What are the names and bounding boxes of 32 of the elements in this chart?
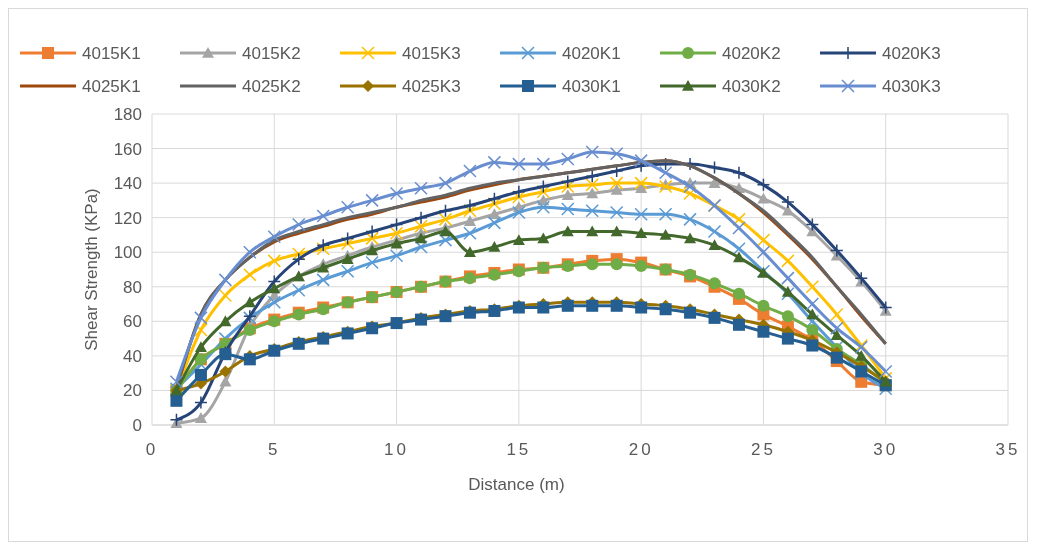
y-tick-label: 0: [132, 415, 142, 435]
y-tick-label: 160: [113, 139, 142, 159]
x-tick-label: 15: [506, 440, 532, 459]
y-tick-label: 20: [123, 381, 142, 401]
y-axis-title: Shear Strength (KPa): [82, 188, 101, 351]
y-tick-label: 180: [113, 104, 142, 124]
x-tick-label: 5: [268, 440, 281, 459]
legend-label: 4030K2: [722, 76, 781, 96]
legend-label: 4015K3: [402, 43, 461, 63]
y-tick-label: 100: [113, 243, 142, 263]
legend-label: 4030K3: [882, 76, 941, 96]
x-tick-label: 30: [873, 440, 899, 459]
y-tick-label: 80: [123, 277, 142, 297]
legend-label: 4015K2: [242, 43, 301, 63]
x-axis-title: Distance (m): [468, 475, 565, 494]
x-tick-label: 0: [145, 440, 159, 459]
legend-label: 4020K3: [882, 43, 941, 63]
x-tick-label: 20: [628, 440, 654, 459]
y-tick-label: 140: [113, 174, 142, 194]
legend-label: 4020K1: [562, 43, 621, 63]
legend-label: 4025K2: [242, 76, 301, 96]
y-tick-label: 120: [113, 208, 142, 228]
legend-label: 4030K1: [562, 76, 621, 96]
x-tick-label: 25: [750, 440, 776, 459]
y-tick-label: 40: [123, 346, 142, 366]
x-tick-label: 35: [995, 440, 1021, 459]
y-tick-label: 60: [123, 312, 142, 332]
legend-label: 4020K2: [722, 43, 781, 63]
legend-label: 4015K1: [82, 43, 141, 63]
x-tick-label: 10: [384, 440, 410, 459]
legend-label: 4025K3: [402, 76, 461, 96]
legend-label: 4025K1: [82, 76, 141, 96]
